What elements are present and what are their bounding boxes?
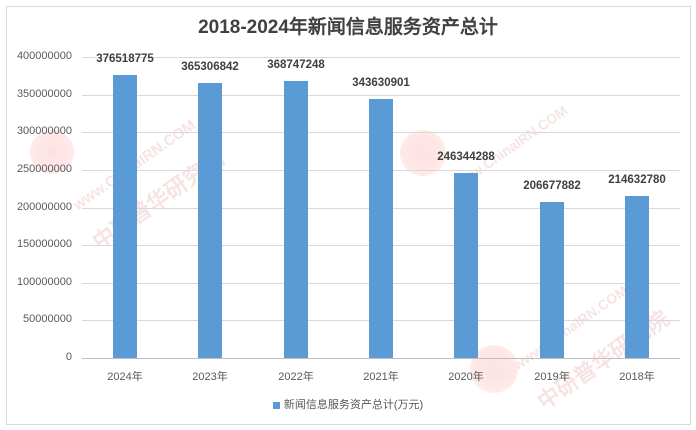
bar[interactable]: [113, 75, 137, 358]
data-label: 376518775: [96, 53, 154, 65]
y-tick-label: 50000000: [23, 313, 72, 325]
gridline: [82, 57, 680, 58]
y-tick-label: 100000000: [16, 276, 72, 288]
y-tick-label: 400000000: [16, 50, 72, 62]
data-label: 343630901: [352, 77, 410, 89]
legend: 新闻信息服务资产总计(万元): [0, 396, 696, 412]
data-label: 246344288: [437, 151, 495, 163]
x-axis-line: [82, 358, 680, 359]
bar[interactable]: [625, 196, 649, 358]
gridline: [82, 95, 680, 96]
bar[interactable]: [369, 99, 393, 358]
y-tick-label: 150000000: [16, 238, 72, 250]
x-tick-label: 2020年: [448, 371, 484, 383]
y-tick-label: 200000000: [16, 201, 72, 213]
bar[interactable]: [540, 202, 564, 358]
chart-title: 2018-2024年新闻信息服务资产总计: [198, 17, 498, 38]
data-label: 206677882: [523, 180, 581, 192]
x-tick-label: 2023年: [192, 371, 228, 383]
x-tick-label: 2019年: [534, 371, 570, 383]
y-tick-label: 300000000: [16, 125, 72, 137]
legend-swatch-icon: [272, 401, 280, 409]
x-tick-label: 2021年: [363, 371, 399, 383]
x-tick-label: 2018年: [619, 371, 655, 383]
bar[interactable]: [284, 81, 308, 358]
data-label: 214632780: [608, 174, 666, 186]
x-tick-label: 2024年: [107, 371, 143, 383]
y-tick-label: 350000000: [16, 88, 72, 100]
legend-label: 新闻信息服务资产总计(万元): [283, 399, 424, 411]
x-tick-label: 2022年: [278, 371, 314, 383]
data-label: 365306842: [181, 61, 239, 73]
y-tick-label: 0: [65, 351, 72, 363]
bar[interactable]: [454, 173, 478, 358]
data-label: 368747248: [267, 59, 325, 71]
y-tick-label: 250000000: [16, 163, 72, 175]
bar[interactable]: [198, 83, 222, 358]
